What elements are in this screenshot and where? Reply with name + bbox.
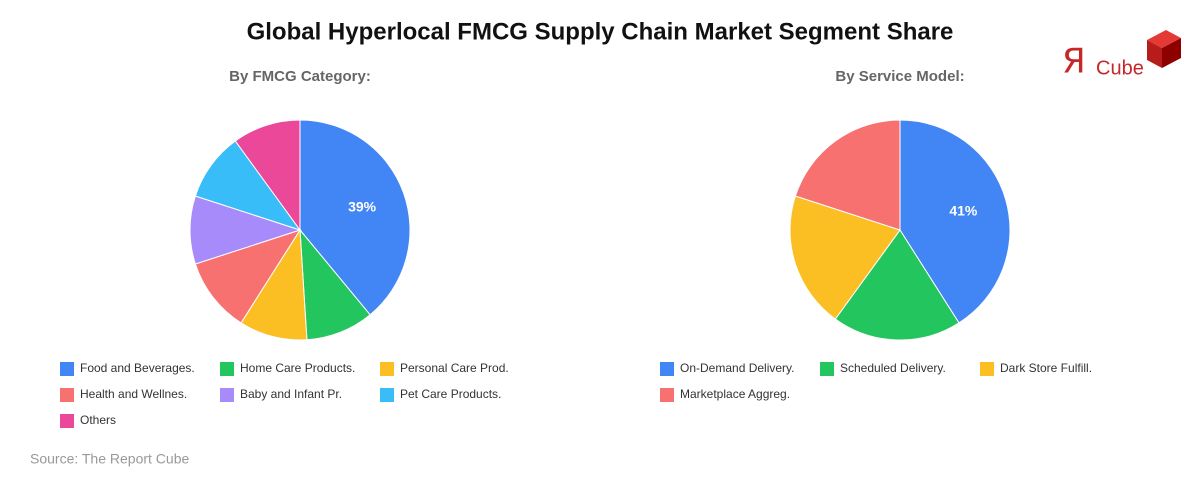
pie-slice xyxy=(234,119,301,232)
legend-swatch xyxy=(60,388,74,402)
legend-label: Scheduled Delivery. xyxy=(840,361,946,375)
pie-slice xyxy=(899,119,1011,324)
page-title: Global Hyperlocal FMCG Supply Chain Mark… xyxy=(247,18,954,45)
legend-label: Personal Care Prod. xyxy=(400,361,509,375)
legend-label: Home Care Products. xyxy=(240,361,355,375)
legend-label: On-Demand Delivery. xyxy=(680,361,794,375)
source: Source: The Report Cube xyxy=(30,451,189,467)
legend-swatch xyxy=(380,362,394,376)
pie-slice xyxy=(794,119,901,231)
legend-swatch xyxy=(660,388,674,402)
value-label: 39% xyxy=(348,198,377,214)
legend-label: Marketplace Aggreg. xyxy=(680,387,790,401)
logo: Я Cube xyxy=(1062,30,1181,82)
legend-label: Health and Wellnes. xyxy=(80,387,187,401)
logo-text: Cube xyxy=(1096,57,1144,79)
legend-swatch xyxy=(820,362,834,376)
legend-label: Others xyxy=(80,413,116,427)
pie-slice xyxy=(789,195,901,320)
legend-swatch xyxy=(660,362,674,376)
logo-cube-left xyxy=(1147,40,1162,68)
legend-swatch xyxy=(60,362,74,376)
legend-swatch xyxy=(60,414,74,428)
pie-slice xyxy=(194,229,302,324)
logo-cube-right xyxy=(1162,38,1181,68)
pie-slice xyxy=(834,229,960,341)
logo-mark: Я xyxy=(1062,42,1086,82)
legend-swatch xyxy=(220,362,234,376)
value-label: 41% xyxy=(949,202,978,218)
legend-swatch xyxy=(980,362,994,376)
pie-slice xyxy=(299,119,411,316)
legend-swatch xyxy=(380,388,394,402)
legend-label: Pet Care Products. xyxy=(400,387,501,401)
chart-subtitle: By FMCG Category: xyxy=(229,68,371,85)
legend-label: Dark Store Fulfill. xyxy=(1000,361,1092,375)
chart-subtitle: By Service Model: xyxy=(835,68,964,85)
legend-label: Food and Beverages. xyxy=(80,361,195,375)
legend-label: Baby and Infant Pr. xyxy=(240,387,342,401)
logo-cube-top xyxy=(1147,30,1181,48)
legend-swatch xyxy=(220,388,234,402)
